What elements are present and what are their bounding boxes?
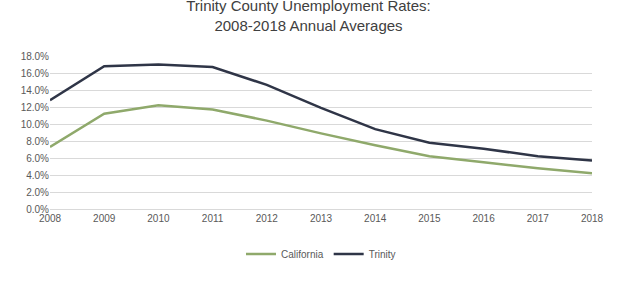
svg-text:2014: 2014 <box>364 213 387 224</box>
svg-text:10.0%: 10.0% <box>21 119 49 130</box>
svg-text:2013: 2013 <box>310 213 333 224</box>
svg-text:12.0%: 12.0% <box>21 102 49 113</box>
svg-text:18.0%: 18.0% <box>21 51 49 62</box>
svg-text:4.0%: 4.0% <box>26 170 49 181</box>
svg-text:2018: 2018 <box>581 213 604 224</box>
svg-text:2009: 2009 <box>93 213 116 224</box>
svg-text:16.0%: 16.0% <box>21 68 49 79</box>
svg-text:Trinity County Unemployment Ra: Trinity County Unemployment Rates:2008-2… <box>186 0 431 34</box>
svg-text:2.0%: 2.0% <box>26 187 49 198</box>
svg-text:2016: 2016 <box>472 213 495 224</box>
svg-text:California: California <box>281 249 324 260</box>
svg-text:8.0%: 8.0% <box>26 136 49 147</box>
svg-text:2010: 2010 <box>147 213 170 224</box>
svg-text:2012: 2012 <box>256 213 279 224</box>
svg-text:0.0%: 0.0% <box>26 204 49 215</box>
svg-text:2015: 2015 <box>418 213 441 224</box>
svg-text:14.0%: 14.0% <box>21 85 49 96</box>
svg-text:2017: 2017 <box>527 213 550 224</box>
svg-text:6.0%: 6.0% <box>26 153 49 164</box>
svg-text:2011: 2011 <box>202 213 224 224</box>
svg-text:2008: 2008 <box>39 213 62 224</box>
svg-text:Trinity: Trinity <box>369 249 396 260</box>
